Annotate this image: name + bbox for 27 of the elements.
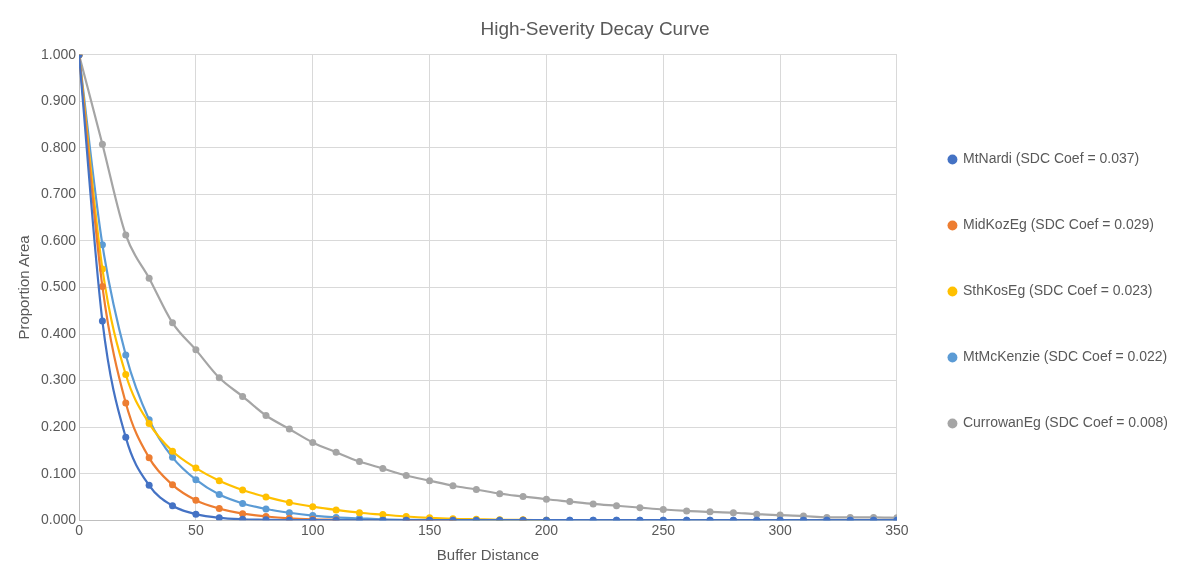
legend-label: MidKozEg (SDC Coef = 0.029)	[962, 216, 1154, 233]
x-tick-label: 50	[188, 522, 204, 539]
y-tick-label: 1.000	[40, 45, 77, 62]
y-tick-label: 0.300	[40, 371, 77, 388]
legend-label: MtNardi (SDC Coef = 0.037)	[962, 150, 1140, 167]
y-tick-label: 0.200	[40, 417, 77, 434]
y-tick-label: 0.100	[40, 464, 77, 481]
x-axis-title: Buffer Distance	[436, 546, 540, 564]
y-axis-title: Proportion Area	[15, 234, 33, 340]
y-tick-label: 0.900	[40, 92, 77, 109]
y-tick-label: 0.500	[40, 278, 77, 295]
y-tick-label: 0.000	[40, 511, 77, 528]
x-tick-label: 100	[301, 522, 325, 539]
x-tick-label: 300	[768, 522, 793, 539]
x-tick-label: 150	[417, 522, 442, 539]
legend-label: SthKosEg (SDC Coef = 0.023)	[962, 282, 1153, 299]
chart-title: High-Severity Decay Curve	[480, 17, 710, 39]
y-tick-label: 0.800	[40, 138, 77, 155]
x-tick-label: 200	[534, 522, 559, 539]
legend-label: MtMcKenzie (SDC Coef = 0.022)	[962, 348, 1168, 365]
y-tick-label: 0.600	[40, 231, 77, 248]
y-tick-label: 0.700	[40, 185, 77, 202]
x-tick-label: 350	[885, 522, 909, 539]
y-tick-label: 0.400	[40, 324, 77, 341]
x-tick-label: 250	[651, 522, 676, 539]
x-tick-label: 0	[75, 522, 84, 539]
legend-label: CurrowanEg (SDC Coef = 0.008)	[962, 414, 1169, 431]
